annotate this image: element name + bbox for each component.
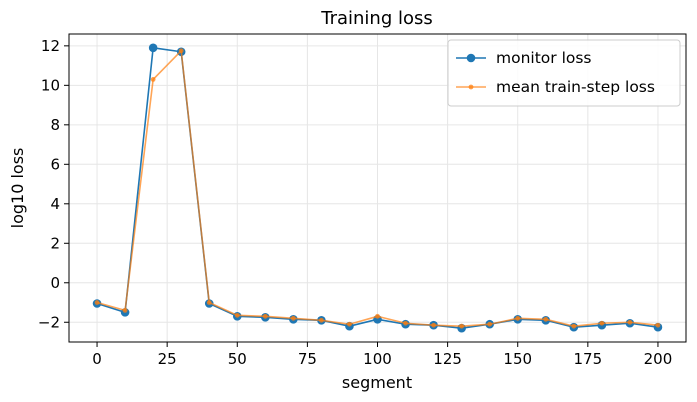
data-point xyxy=(375,313,380,319)
data-point xyxy=(234,312,240,318)
data-point xyxy=(571,323,577,329)
data-point xyxy=(431,322,436,328)
data-point xyxy=(403,320,408,326)
data-point xyxy=(148,43,158,53)
x-axis-ticks: 0 25 50 75 100 125 150 175 200 xyxy=(92,342,672,368)
x-tick-label: 175 xyxy=(574,350,603,368)
series-layer xyxy=(92,43,663,333)
legend-box xyxy=(447,39,681,107)
data-point xyxy=(262,313,268,319)
y-tick-label: −2 xyxy=(38,313,60,331)
legend-marker-swatch xyxy=(468,84,474,90)
data-point xyxy=(515,315,521,321)
data-point xyxy=(627,319,633,325)
data-point xyxy=(122,308,128,313)
data-point xyxy=(459,323,465,329)
data-point xyxy=(94,300,100,305)
y-tick-label: 4 xyxy=(50,195,60,213)
x-tick-label: 125 xyxy=(433,350,462,368)
legend-label: monitor loss xyxy=(496,49,592,67)
data-point xyxy=(206,300,212,305)
data-point xyxy=(347,321,352,327)
x-tick-label: 0 xyxy=(92,350,102,368)
x-axis-label: segment xyxy=(342,373,412,392)
legend-label: mean train-step loss xyxy=(496,78,655,96)
x-tick-label: 150 xyxy=(503,350,532,368)
y-axis-label: log10 loss xyxy=(8,148,27,229)
data-point xyxy=(150,77,156,82)
y-tick-label: 12 xyxy=(41,37,60,55)
legend: monitor loss mean train-step loss xyxy=(447,39,681,107)
data-point xyxy=(599,320,605,326)
data-point xyxy=(487,321,493,327)
y-axis-ticks: −2 0 2 4 6 8 10 12 xyxy=(38,37,69,331)
y-tick-label: 8 xyxy=(50,116,60,134)
legend-marker-swatch xyxy=(466,53,476,63)
data-point xyxy=(178,48,184,54)
chart-title: Training loss xyxy=(320,8,433,29)
legend-item: mean train-step loss xyxy=(456,78,655,96)
x-tick-label: 75 xyxy=(298,350,317,368)
y-tick-label: 10 xyxy=(41,76,60,94)
y-tick-label: 6 xyxy=(50,155,60,173)
x-tick-label: 50 xyxy=(228,350,247,368)
x-tick-label: 200 xyxy=(644,350,673,368)
data-point xyxy=(543,316,549,322)
series-mean-train-step-loss xyxy=(94,48,661,329)
x-tick-label: 25 xyxy=(158,350,177,368)
data-point xyxy=(655,322,661,328)
data-point xyxy=(290,315,296,321)
y-tick-label: 2 xyxy=(50,234,60,252)
data-point xyxy=(319,317,324,323)
legend-item: monitor loss xyxy=(456,49,592,67)
y-tick-label: 0 xyxy=(50,274,60,292)
x-tick-label: 100 xyxy=(363,350,392,368)
